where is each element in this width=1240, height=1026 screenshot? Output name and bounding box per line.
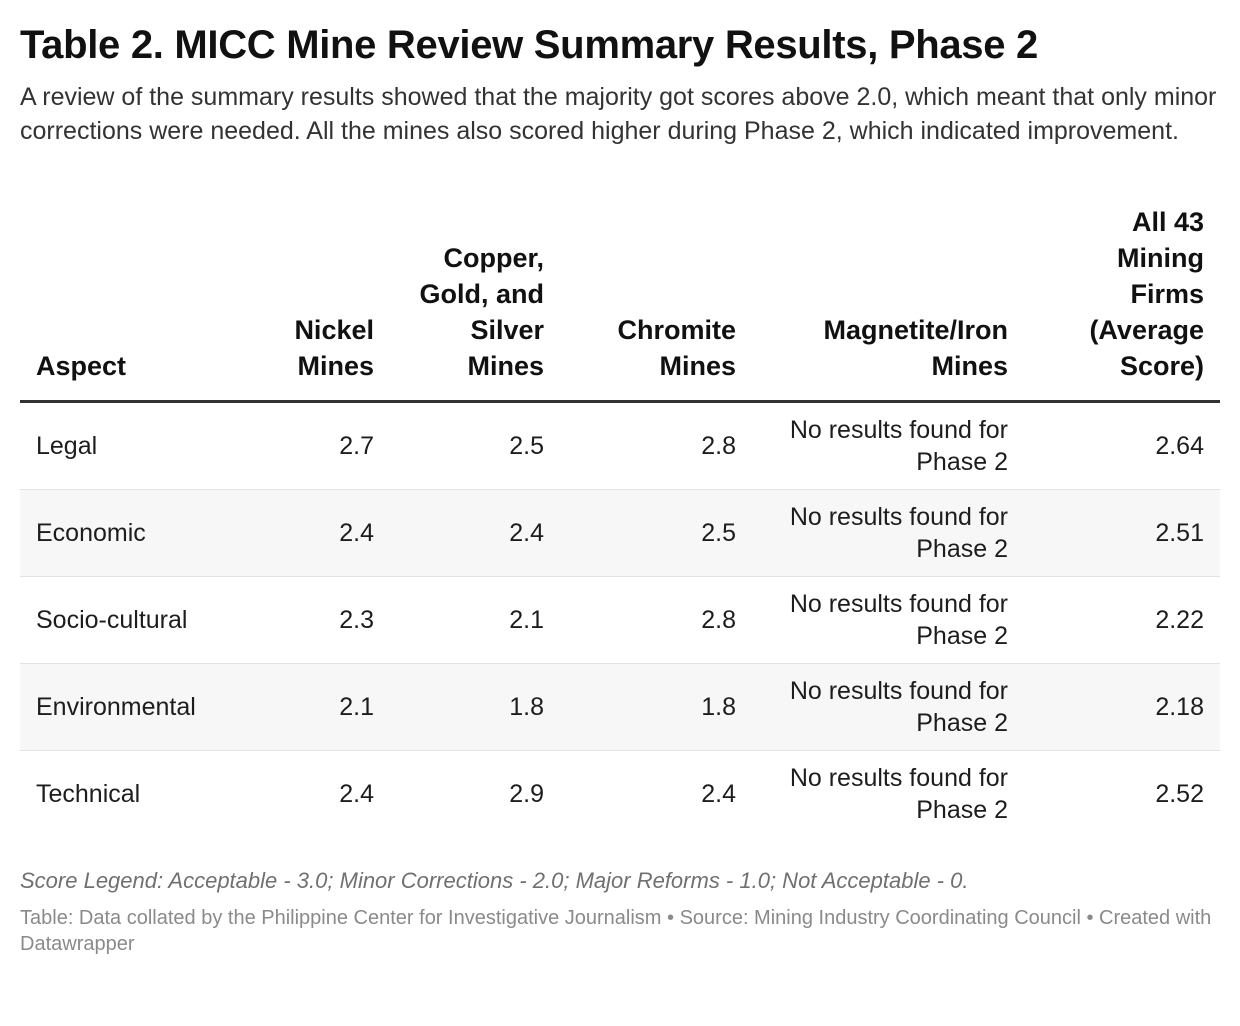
magnetite-iron-cell: No results found for Phase 2 — [752, 576, 1024, 664]
average-cell: 2.64 — [1024, 401, 1220, 490]
aspect-cell: Legal — [20, 401, 240, 490]
copper-gold-silver-cell: 2.9 — [509, 780, 544, 808]
magnetite-iron-cell: No results found for Phase 2 — [789, 764, 1008, 824]
average-cell: 2.22 — [1024, 576, 1220, 664]
table-row: Legal 2.7 2.5 2.8 No results found for P… — [20, 401, 1220, 490]
table-row: Economic 2.4 2.4 2.5 No results found fo… — [20, 489, 1220, 577]
table-header-row: Aspect Nickel Mines Copper, Gold, and Si… — [20, 204, 1220, 403]
chromite-cell: 2.8 — [560, 401, 752, 490]
chromite-cell: 1.8 — [560, 663, 752, 751]
aspect-cell: Socio-cultural — [20, 576, 240, 664]
score-legend: Score Legend: Acceptable - 3.0; Minor Co… — [20, 868, 969, 893]
source-note: Table: Data collated by the Philippine C… — [20, 907, 1212, 955]
results-table: Aspect Nickel Mines Copper, Gold, and Si… — [20, 204, 1220, 837]
nickel-cell: 2.3 — [240, 576, 390, 664]
magnetite-iron-cell: No results found for Phase 2 — [752, 489, 1024, 577]
column-header-aspect[interactable]: Aspect — [20, 204, 240, 403]
column-header-magnetite-iron[interactable]: Magnetite/Iron Mines — [752, 204, 1024, 403]
average-cell: 2.18 — [1024, 663, 1220, 751]
table-row: Socio-cultural 2.3 2.1 2.8 No results fo… — [20, 576, 1220, 664]
copper-gold-silver-cell: 2.5 — [390, 401, 560, 490]
copper-gold-silver-cell: 2.4 — [390, 489, 560, 577]
table-row: Technical 2.4 2.9 2.4 No results found f… — [20, 751, 1220, 838]
column-header-nickel[interactable]: Nickel Mines — [240, 204, 390, 403]
copper-gold-silver-cell: 2.1 — [390, 576, 560, 664]
column-header-copper-gold-silver[interactable]: Copper, Gold, and Silver Mines — [390, 204, 560, 403]
table-row: Environmental 2.1 1.8 1.8 No results fou… — [20, 663, 1220, 751]
aspect-cell: Environmental — [20, 663, 240, 751]
column-header-average[interactable]: All 43 Mining Firms (Average Score) — [1024, 204, 1220, 403]
nickel-cell: 2.4 — [339, 780, 374, 808]
nickel-cell: 2.1 — [240, 663, 390, 751]
average-cell: 2.52 — [1155, 780, 1204, 808]
nickel-cell: 2.4 — [240, 489, 390, 577]
magnetite-iron-cell: No results found for Phase 2 — [752, 663, 1024, 751]
page-subtitle: A review of the summary results showed t… — [20, 83, 1217, 145]
datawrapper-table-card: Table 2. MICC Mine Review Summary Result… — [20, 23, 1220, 955]
page-title: Table 2. MICC Mine Review Summary Result… — [20, 23, 1038, 67]
copper-gold-silver-cell: 1.8 — [390, 663, 560, 751]
nickel-cell: 2.7 — [240, 401, 390, 490]
chromite-cell: 2.5 — [560, 489, 752, 577]
chromite-cell: 2.8 — [560, 576, 752, 664]
magnetite-iron-cell: No results found for Phase 2 — [752, 401, 1024, 490]
chromite-cell: 2.4 — [701, 780, 736, 808]
column-header-chromite[interactable]: Chromite Mines — [560, 204, 752, 403]
aspect-cell: Technical — [36, 780, 141, 808]
aspect-cell: Economic — [20, 489, 240, 577]
average-cell: 2.51 — [1024, 489, 1220, 577]
